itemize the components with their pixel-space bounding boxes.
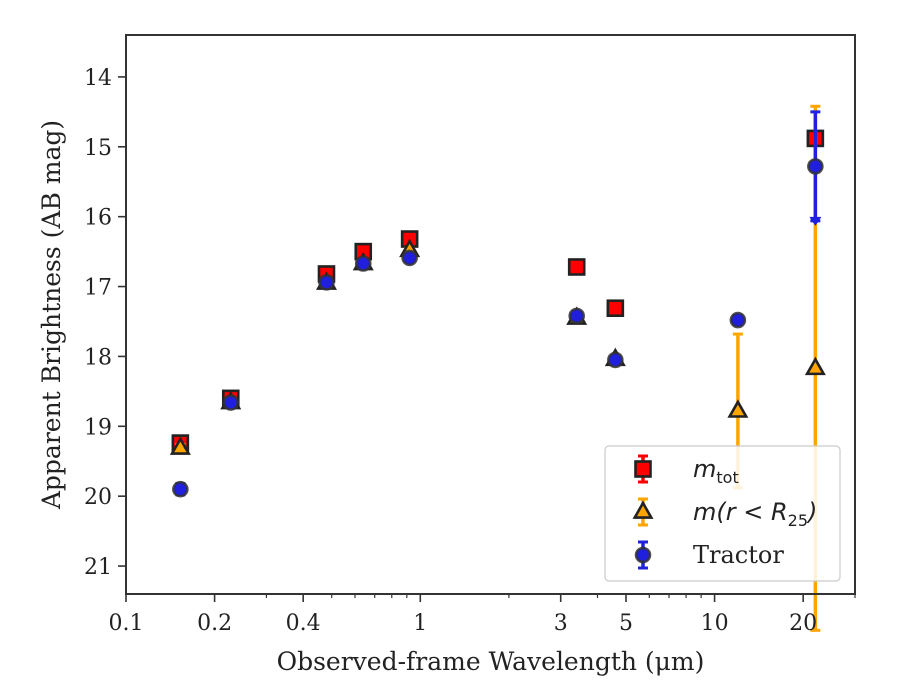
point-s2-8 bbox=[727, 399, 749, 418]
point-s3-3 bbox=[318, 274, 335, 291]
legend: mtot m(r < R25) Tractor bbox=[604, 445, 841, 582]
y-tick-label: 21 bbox=[84, 555, 112, 580]
plot-frame bbox=[125, 34, 856, 595]
y-axis-label: Apparent Brightness (AB mag) bbox=[37, 120, 66, 510]
point-s1-6 bbox=[567, 258, 586, 276]
y-tick-label: 15 bbox=[84, 136, 112, 161]
legend-entry-2: m(r < R25) bbox=[632, 497, 817, 530]
y-tick-label: 16 bbox=[84, 206, 112, 231]
x-tick-label: 0.4 bbox=[286, 611, 321, 636]
point-s3-7 bbox=[607, 351, 624, 369]
point-s3-9 bbox=[807, 158, 824, 175]
legend-box bbox=[604, 445, 841, 582]
x-tick-label: 1 bbox=[413, 611, 427, 636]
x-tick-label: 5 bbox=[619, 611, 633, 636]
point-s3-8 bbox=[729, 311, 747, 329]
legend-entry-3: Tractor bbox=[634, 540, 784, 570]
y-tick-label: 17 bbox=[84, 276, 112, 301]
arrow-s3-9 bbox=[809, 216, 822, 226]
legend-label: m(r < R25) bbox=[693, 498, 817, 530]
plot-area bbox=[169, 104, 826, 632]
point-s2-9 bbox=[804, 356, 826, 376]
point-s3-2 bbox=[222, 394, 240, 411]
x-tick-label: 20 bbox=[789, 611, 817, 636]
legend-marker bbox=[634, 460, 652, 478]
axes: 0.1 0.2 0.4 1 3 5 10 20 14 15 16 17 18 19 20 21 bbox=[84, 34, 856, 636]
y-tick-label: 18 bbox=[84, 345, 112, 370]
point-s1-7 bbox=[606, 299, 625, 318]
point-s3-4 bbox=[354, 255, 372, 272]
legend-marker bbox=[634, 546, 652, 564]
x-tick-label: 0.2 bbox=[197, 611, 232, 636]
y-tick-label: 20 bbox=[84, 485, 112, 510]
point-s3-1 bbox=[172, 480, 189, 498]
x-tick-label: 0.1 bbox=[109, 611, 144, 636]
legend-label: mtot bbox=[693, 455, 739, 487]
point-s2-1 bbox=[169, 436, 191, 455]
x-tick-label: 3 bbox=[554, 611, 568, 636]
series-1 bbox=[171, 129, 825, 452]
point-s3-6 bbox=[568, 307, 586, 325]
point-s3-5 bbox=[401, 249, 418, 267]
legend-label: Tractor bbox=[693, 541, 784, 569]
x-axis-label: Observed-frame Wavelength (μm) bbox=[277, 647, 705, 676]
y-tick-label: 14 bbox=[84, 66, 112, 91]
x-tick-label: 10 bbox=[701, 611, 729, 636]
series-3 bbox=[172, 110, 824, 498]
y-tick-label: 19 bbox=[84, 415, 112, 440]
legend-marker bbox=[632, 500, 654, 519]
legend-entry-1: mtot bbox=[634, 454, 739, 487]
